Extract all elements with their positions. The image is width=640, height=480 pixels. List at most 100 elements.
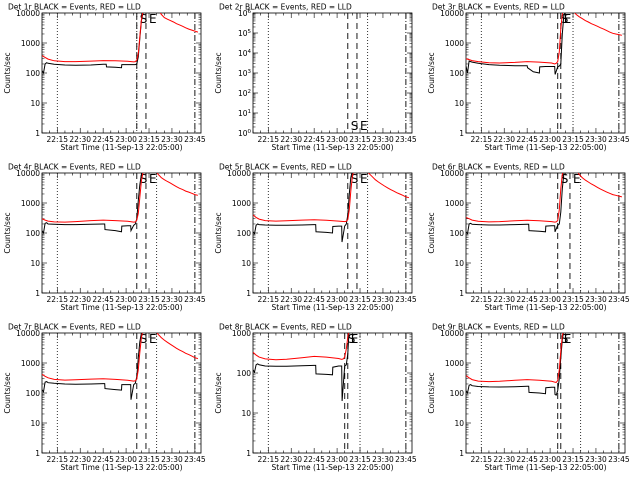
plot-frame bbox=[252, 12, 413, 134]
y-tick-label: 1 bbox=[459, 289, 464, 298]
x-tick-label: 22:30 bbox=[69, 455, 91, 464]
y-tick-label: 1000 bbox=[445, 359, 464, 368]
y-tick-label: 10 bbox=[454, 419, 464, 428]
y-tick-label: 10000 bbox=[440, 329, 464, 338]
x-tick-label: 23:00 bbox=[115, 135, 137, 144]
panel-9: Det 9r BLACK = Events, RED = LLD 1 10 100 10… bbox=[427, 323, 630, 473]
x-tick-label: 23:30 bbox=[585, 135, 607, 144]
x-tick-label: 23:30 bbox=[585, 455, 607, 464]
x-tick-label: 23:15 bbox=[562, 455, 584, 464]
y-tick-label: 103 bbox=[238, 69, 252, 78]
y-tick-label: 10000 bbox=[440, 169, 464, 178]
x-tick-label: 22:15 bbox=[46, 295, 68, 304]
y-tick-label: 104 bbox=[238, 49, 252, 58]
series-events-line bbox=[466, 173, 565, 235]
x-tick-label: 22:15 bbox=[470, 295, 492, 304]
start-marker-label: S bbox=[561, 12, 569, 26]
x-tick-label: 23:45 bbox=[608, 295, 630, 304]
x-tick-label: 22:45 bbox=[303, 135, 325, 144]
x-axis-title: Start Time (11-Sep-13 22:05:00) bbox=[272, 143, 394, 152]
plot-frame bbox=[252, 332, 413, 454]
end-marker-label: E bbox=[564, 332, 572, 346]
y-tick-label: 10 bbox=[241, 259, 251, 268]
panel-title: Det 8r BLACK = Events, RED = LLD bbox=[219, 323, 352, 332]
series-lld-line bbox=[42, 333, 199, 382]
start-marker-label: S bbox=[351, 119, 359, 133]
x-tick-label: 22:15 bbox=[257, 135, 279, 144]
x-tick-label: 23:15 bbox=[138, 295, 160, 304]
series-lld-line bbox=[42, 13, 199, 63]
x-tick-label: 22:45 bbox=[303, 295, 325, 304]
x-tick-label: 23:15 bbox=[138, 135, 160, 144]
y-tick-label: 10 bbox=[241, 409, 251, 418]
end-marker-label: E bbox=[573, 172, 581, 186]
panel-title: Det 9r BLACK = Events, RED = LLD bbox=[432, 323, 565, 332]
x-tick-label: 23:45 bbox=[184, 455, 206, 464]
x-axis-title: Start Time (11-Sep-13 22:05:00) bbox=[61, 303, 183, 312]
panel-2: Det 2r BLACK = Events, RED = LLD 100 101 10… bbox=[214, 3, 417, 153]
y-tick-label: 1 bbox=[246, 289, 251, 298]
panel-5: Det 5r BLACK = Events, RED = LLD 1 10 100 10… bbox=[214, 163, 417, 313]
series-events-line bbox=[466, 333, 564, 396]
x-tick-label: 23:45 bbox=[395, 295, 417, 304]
panel-1: Det 1r BLACK = Events, RED = LLD 1 10 100 10… bbox=[3, 3, 206, 153]
y-tick-label: 100 bbox=[26, 69, 41, 78]
start-marker-label: S bbox=[561, 172, 569, 186]
x-tick-label: 22:15 bbox=[470, 135, 492, 144]
x-tick-label: 23:30 bbox=[372, 295, 394, 304]
y-tick-label: 1000 bbox=[21, 39, 40, 48]
x-axis-title: Start Time (11-Sep-13 22:05:00) bbox=[485, 143, 607, 152]
x-tick-label: 23:30 bbox=[161, 455, 183, 464]
panel-title: Det 1r BLACK = Events, RED = LLD bbox=[8, 3, 141, 12]
y-tick-label: 10000 bbox=[440, 9, 464, 18]
x-tick-label: 22:45 bbox=[92, 455, 114, 464]
start-marker-label: S bbox=[348, 332, 356, 346]
x-tick-label: 22:45 bbox=[92, 135, 114, 144]
x-tick-label: 22:30 bbox=[493, 295, 515, 304]
y-tick-label: 101 bbox=[238, 109, 251, 118]
plot-frame bbox=[41, 332, 202, 454]
y-tick-label: 100 bbox=[450, 229, 465, 238]
x-axis-title: Start Time (11-Sep-13 22:05:00) bbox=[61, 463, 183, 472]
y-axis-title: Counts/sec bbox=[427, 52, 436, 93]
y-tick-label: 100 bbox=[450, 69, 465, 78]
x-tick-label: 23:30 bbox=[585, 295, 607, 304]
series-lld-line bbox=[42, 173, 199, 223]
start-marker-label: S bbox=[140, 332, 148, 346]
y-axis-title: Counts/sec bbox=[3, 372, 12, 413]
y-axis-title: Counts/sec bbox=[427, 212, 436, 253]
panel-7: Det 7r BLACK = Events, RED = LLD 1 10 100 10… bbox=[3, 323, 206, 473]
x-tick-label: 22:15 bbox=[257, 295, 279, 304]
x-tick-label: 23:45 bbox=[608, 135, 630, 144]
x-tick-label: 23:45 bbox=[184, 295, 206, 304]
panel-title: Det 5r BLACK = Events, RED = LLD bbox=[219, 163, 352, 172]
y-tick-label: 105 bbox=[238, 29, 252, 38]
panel-title: Det 4r BLACK = Events, RED = LLD bbox=[8, 163, 141, 172]
x-tick-label: 23:30 bbox=[161, 295, 183, 304]
series-lld-line bbox=[253, 333, 349, 361]
series-events-line bbox=[42, 173, 143, 235]
plot-frame bbox=[465, 12, 626, 134]
x-tick-label: 22:15 bbox=[470, 455, 492, 464]
x-axis-title: Start Time (11-Sep-13 22:05:00) bbox=[485, 463, 607, 472]
y-axis-title: Counts/sec bbox=[214, 52, 223, 93]
panel-4: Det 4r BLACK = Events, RED = LLD 1 10 100 10… bbox=[3, 163, 206, 313]
x-tick-label: 23:00 bbox=[326, 135, 348, 144]
series-events-line bbox=[253, 333, 350, 402]
y-axis-title: Counts/sec bbox=[214, 212, 223, 253]
y-tick-label: 10 bbox=[454, 259, 464, 268]
panel-title: Det 2r BLACK = Events, RED = LLD bbox=[219, 3, 352, 12]
x-tick-label: 23:00 bbox=[115, 455, 137, 464]
y-tick-label: 1000 bbox=[21, 199, 40, 208]
end-marker-label: E bbox=[360, 119, 368, 133]
x-tick-label: 23:30 bbox=[161, 135, 183, 144]
series-events-line bbox=[253, 173, 353, 243]
series-events-line bbox=[466, 13, 566, 75]
x-tick-label: 22:30 bbox=[280, 135, 302, 144]
series-lld-line bbox=[466, 333, 564, 383]
end-marker-label: E bbox=[149, 172, 157, 186]
x-tick-label: 23:45 bbox=[395, 455, 417, 464]
y-tick-label: 100 bbox=[237, 369, 252, 378]
end-marker-label: E bbox=[360, 172, 368, 186]
x-tick-label: 22:15 bbox=[257, 455, 279, 464]
